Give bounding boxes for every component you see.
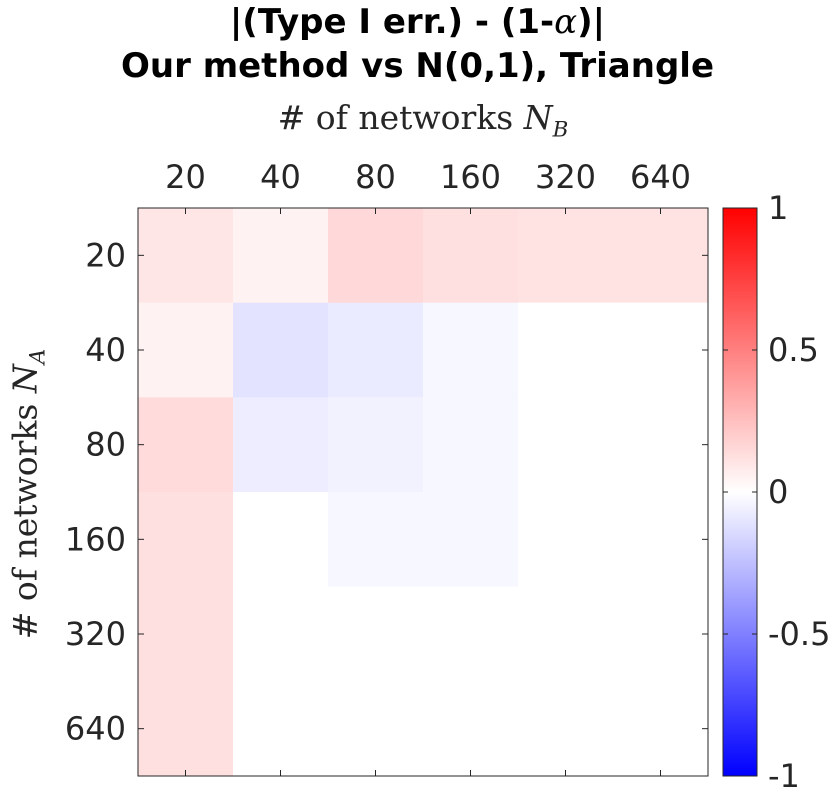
y-tick-label: 320 xyxy=(65,615,126,653)
heatmap-cell xyxy=(423,492,519,588)
colorbar-tick-label: 0.5 xyxy=(768,331,819,369)
heatmap-cell xyxy=(423,586,519,682)
x-tick-labels: 20 40 80 160 320 640 xyxy=(165,158,691,196)
y-tick-label: 160 xyxy=(65,520,126,558)
x-tick-label: 20 xyxy=(165,158,206,196)
x-axis-label-var: N xyxy=(523,98,553,137)
heatmap-cell xyxy=(138,208,234,304)
heatmap-cell xyxy=(328,586,424,682)
heatmap-cell xyxy=(138,586,234,682)
y-tick-label: 80 xyxy=(85,426,126,464)
y-tick-label: 20 xyxy=(85,236,126,274)
heatmap-cell xyxy=(138,492,234,588)
plot-frame xyxy=(137,207,709,777)
heatmap-cell xyxy=(613,586,709,682)
colorbar xyxy=(722,207,758,777)
heatmap-cell xyxy=(518,302,614,398)
chart-title-line-2: Our method vs N(0,1), Triangle xyxy=(120,46,715,86)
y-tick-labels: 20 40 80 160 320 640 xyxy=(65,236,126,747)
heatmap-cells xyxy=(138,208,709,777)
heatmap-cell xyxy=(328,681,424,777)
colorbar-tick-label: -0.5 xyxy=(768,615,830,653)
heatmap-cell xyxy=(518,492,614,588)
x-axis-label: # of networks NB xyxy=(138,98,708,143)
heatmap-cell xyxy=(328,208,424,304)
heatmap-cell xyxy=(138,302,234,398)
colorbar-ticks: 1 0.5 0 -0.5 -1 xyxy=(723,189,830,794)
heatmap-cell xyxy=(138,397,234,493)
x-tick-label: 40 xyxy=(260,158,301,196)
heatmap-cell xyxy=(613,681,709,777)
heatmap-cell xyxy=(613,397,709,493)
colorbar-tick-label: 0 xyxy=(768,473,788,511)
heatmap-cell xyxy=(423,208,519,304)
heatmap-cell xyxy=(518,208,614,304)
heatmap-cell xyxy=(613,492,709,588)
x-tick-label: 640 xyxy=(630,158,691,196)
heatmap-cell xyxy=(233,586,329,682)
heatmap-cell xyxy=(328,492,424,588)
colorbar-tick-label: 1 xyxy=(768,189,788,227)
title-prefix: |(Type I err.) - (1- xyxy=(229,2,555,42)
heatmap-cell xyxy=(328,397,424,493)
title-suffix: )| xyxy=(577,2,606,42)
title-alpha-symbol: α xyxy=(554,2,578,42)
heatmap-cell xyxy=(423,397,519,493)
chart-title-line-1: |(Type I err.) - (1-α)| xyxy=(0,2,835,42)
heatmap-cell xyxy=(518,681,614,777)
heatmap-cell xyxy=(233,681,329,777)
heatmap-cell xyxy=(423,302,519,398)
heatmap-cell xyxy=(233,397,329,493)
x-axis-label-text: # of networks xyxy=(277,98,524,137)
heatmap-cell xyxy=(328,302,424,398)
x-tick-label: 80 xyxy=(355,158,396,196)
x-tick-label: 320 xyxy=(535,158,596,196)
y-tick-label: 40 xyxy=(85,331,126,369)
heatmap-cell xyxy=(518,586,614,682)
heatmap-cell xyxy=(233,492,329,588)
colorbar-tick-label: -1 xyxy=(768,757,800,794)
x-tick-label: 160 xyxy=(440,158,501,196)
heatmap-cell xyxy=(233,302,329,398)
heatmap-cell xyxy=(138,681,234,777)
heatmap-cell xyxy=(233,208,329,304)
axis-ticks xyxy=(138,208,708,776)
heatmap-cell xyxy=(423,681,519,777)
heatmap-cell xyxy=(613,302,709,398)
heatmap-cell xyxy=(518,397,614,493)
heatmap-cell xyxy=(613,208,709,304)
x-axis-label-subscript: B xyxy=(552,117,569,143)
y-tick-label: 640 xyxy=(65,710,126,748)
